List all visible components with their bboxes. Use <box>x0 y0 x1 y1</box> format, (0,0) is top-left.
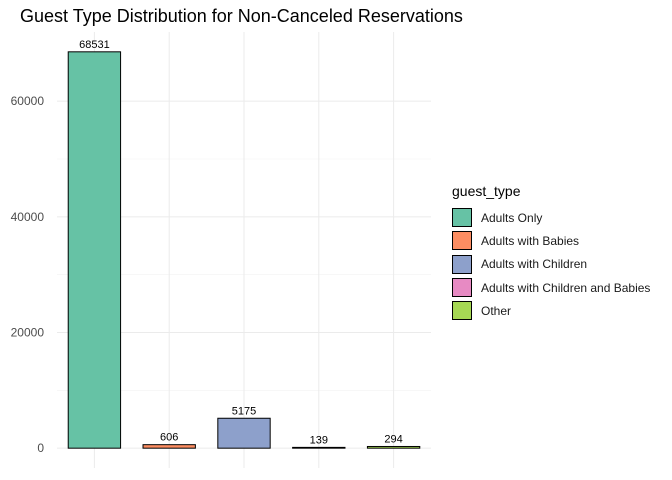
bars <box>67 51 421 449</box>
y-tick-label: 40000 <box>11 210 45 224</box>
bar-adults-only <box>67 51 122 449</box>
data-label: 5175 <box>232 405 256 417</box>
legend-key <box>452 231 472 251</box>
y-tick-label: 20000 <box>11 326 45 340</box>
data-label: 68531 <box>79 39 110 51</box>
legend-label: Other <box>481 303 512 318</box>
legend-label: Adults with Children <box>481 257 588 272</box>
data-label: 139 <box>310 434 328 446</box>
data-label: 294 <box>384 433 402 445</box>
y-axis: 0 20000 40000 60000 <box>11 94 45 455</box>
legend-item: Adults Only <box>452 206 650 229</box>
legend-title: guest_type <box>452 183 521 199</box>
legend-item: Adults with Children and Babies <box>452 276 650 299</box>
legend-item: Adults with Babies <box>452 229 650 252</box>
legend-item: Other <box>452 299 650 322</box>
legend-key <box>452 278 472 298</box>
chart-title: Guest Type Distribution for Non-Canceled… <box>20 6 463 26</box>
legend-label: Adults with Babies <box>481 233 580 248</box>
bar-adults-with-children-and-babies <box>292 446 346 449</box>
bar-other <box>366 445 421 449</box>
legend-items: Adults Only Adults with Babies Adults with… <box>452 206 650 322</box>
legend-key <box>452 254 472 274</box>
legend-label: Adults Only <box>481 210 543 225</box>
y-tick-label: 0 <box>37 441 44 455</box>
bar-adults-with-babies <box>142 444 196 449</box>
legend-label: Adults with Children and Babies <box>481 280 651 295</box>
legend-item: Adults with Children <box>452 253 650 276</box>
legend-key <box>452 301 472 321</box>
legend-key <box>452 208 472 228</box>
y-tick-label: 60000 <box>11 94 45 108</box>
data-label: 606 <box>160 432 178 444</box>
data-labels: 68531 606 5175 139 294 <box>79 39 403 447</box>
legend: guest_type Adults Only Adults with Babies… <box>452 183 650 322</box>
bar-adults-with-children <box>217 417 271 449</box>
